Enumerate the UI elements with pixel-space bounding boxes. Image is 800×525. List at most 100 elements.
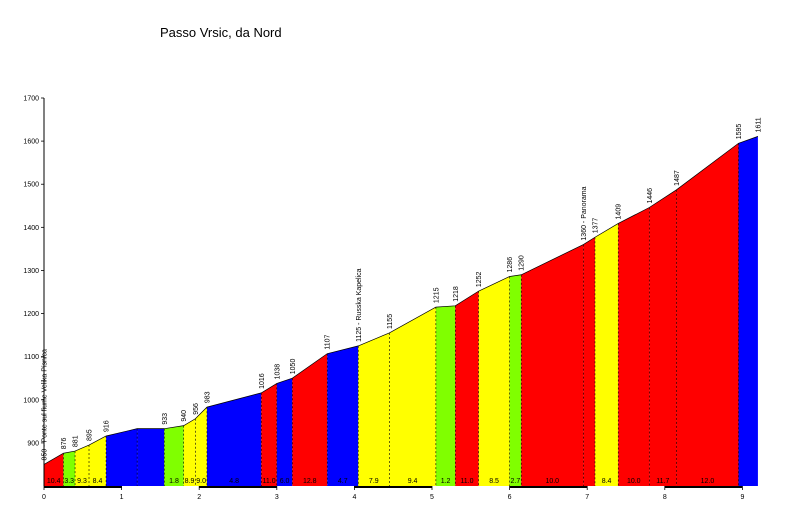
y-axis: 900 1000 1100 1200 1300 1400 1500 1600 1700 xyxy=(23,96,45,486)
y-tick-label: 1300 xyxy=(23,268,39,275)
profile-segment xyxy=(738,136,758,486)
gradient-label: 11.0 xyxy=(262,478,275,485)
gradient-label: 3.3 xyxy=(64,478,74,485)
gradient-label: 1.2 xyxy=(441,478,451,485)
x-axis-scale-block xyxy=(121,486,200,488)
profile-segment xyxy=(618,207,650,486)
x-tick-label: 7 xyxy=(585,494,589,501)
profile-segment xyxy=(183,418,196,486)
profile-segment xyxy=(478,276,510,486)
elevation-label: 1377 xyxy=(592,218,599,234)
profile-segment xyxy=(676,143,739,486)
x-tick-label: 2 xyxy=(197,494,201,501)
elevation-label: 1038 xyxy=(274,364,281,380)
y-tick-label: 1700 xyxy=(23,96,39,103)
segment-dividers xyxy=(63,143,739,486)
gradient-label: 11.0 xyxy=(460,478,473,485)
elevation-label: 850 - Ponte sul fiume Velika Pisnica xyxy=(42,349,49,460)
profile-segment xyxy=(594,223,619,486)
profile-segment xyxy=(649,189,677,486)
elevation-label: 1595 xyxy=(736,124,743,140)
profile-segment xyxy=(164,425,184,486)
x-tick-label: 4 xyxy=(352,494,356,501)
profile-segment xyxy=(63,451,76,486)
elevation-label: 1290 xyxy=(519,255,526,271)
profile-segment xyxy=(106,428,138,486)
x-tick-label: 8 xyxy=(663,494,667,501)
profile-segment xyxy=(327,345,359,486)
profile-segment xyxy=(75,445,90,486)
y-tick-label: 1500 xyxy=(23,182,39,189)
profile-segment xyxy=(195,407,207,486)
chart-title: Passo Vrsic, da Nord xyxy=(160,25,282,40)
y-tick-label: 1100 xyxy=(24,354,39,361)
elevation-label: 1286 xyxy=(507,257,514,273)
profile-segment xyxy=(435,305,456,486)
gradient-label: 10.0 xyxy=(545,478,559,485)
profile-segment xyxy=(583,237,595,486)
elevation-label: 983 xyxy=(204,391,211,403)
elevation-label: 1155 xyxy=(387,314,394,329)
gradient-label: 9.0 xyxy=(196,478,206,485)
profile-segment xyxy=(509,274,522,486)
gradient-label: 10.4 xyxy=(47,478,61,485)
elevation-label: 876 xyxy=(61,437,68,449)
elevation-label: 1218 xyxy=(453,286,460,302)
gradient-label: 9.4 xyxy=(408,478,418,485)
x-axis-scale-block xyxy=(432,486,510,488)
gradient-label: 8.4 xyxy=(93,478,103,485)
y-tick-label: 1600 xyxy=(23,139,39,146)
profile-segment xyxy=(89,435,107,486)
elevation-label: 1016 xyxy=(259,373,266,389)
elevation-label: 1252 xyxy=(476,271,483,287)
gradient-label: 6.0 xyxy=(280,478,290,485)
profile-segment xyxy=(455,291,479,486)
profile-segment xyxy=(206,392,262,486)
profile-segment xyxy=(389,307,436,486)
profile-segment xyxy=(521,244,584,486)
x-tick-label: 9 xyxy=(740,494,744,501)
profile-segment xyxy=(276,378,293,486)
x-tick-label: 3 xyxy=(275,494,279,501)
gradient-label: 8.5 xyxy=(489,478,499,485)
x-axis-scale-block xyxy=(587,486,665,488)
x-axis-baseline xyxy=(44,486,800,488)
elevation-label: 1050 xyxy=(290,359,297,375)
gradient-label: 8.9 xyxy=(185,478,195,485)
profile-line xyxy=(43,136,759,465)
profile-segment xyxy=(261,383,277,486)
gradient-label: 10.0 xyxy=(627,478,641,485)
profile-segment xyxy=(292,353,328,486)
elevation-labels: 850 - Ponte sul fiume Velika Pisnica 876 8… xyxy=(42,117,763,460)
gradient-label: 8.4 xyxy=(602,478,612,485)
elevation-label: 1360 - Panorama xyxy=(581,186,588,240)
profile-segments xyxy=(44,136,758,486)
profile-segment xyxy=(137,428,165,486)
profile-segment xyxy=(358,332,390,486)
profile-outline xyxy=(43,136,759,465)
elevation-label: 1107 xyxy=(325,334,332,349)
elevation-label: 940 xyxy=(181,410,188,422)
elevation-label: 881 xyxy=(73,435,80,447)
x-axis-scale-block xyxy=(276,486,355,488)
gradient-label: 4.8 xyxy=(229,478,239,485)
gradient-label: 12.0 xyxy=(701,478,715,485)
y-tick-label: 900 xyxy=(27,440,39,447)
elevation-label: 1611 xyxy=(755,117,762,132)
elevation-label: 1125 - Russka Kapelica xyxy=(356,268,363,342)
profile-segment xyxy=(44,453,64,486)
x-axis: 0 1 2 3 4 5 6 7 8 9 xyxy=(42,486,800,501)
elevation-label: 916 xyxy=(104,420,111,432)
y-tick-label: 1400 xyxy=(23,225,39,232)
gradient-label: 2.7 xyxy=(511,478,521,485)
x-tick-label: 1 xyxy=(120,494,124,501)
gradient-label: 1.8 xyxy=(169,478,179,485)
gradient-label: 7.9 xyxy=(369,478,379,485)
gradient-label: 4.7 xyxy=(338,478,348,485)
gradient-label: 9.3 xyxy=(77,478,87,485)
gradient-label: 12.8 xyxy=(303,478,317,485)
elevation-label: 895 xyxy=(87,429,94,441)
elevation-label: 933 xyxy=(162,413,169,425)
x-tick-label: 6 xyxy=(508,494,512,501)
